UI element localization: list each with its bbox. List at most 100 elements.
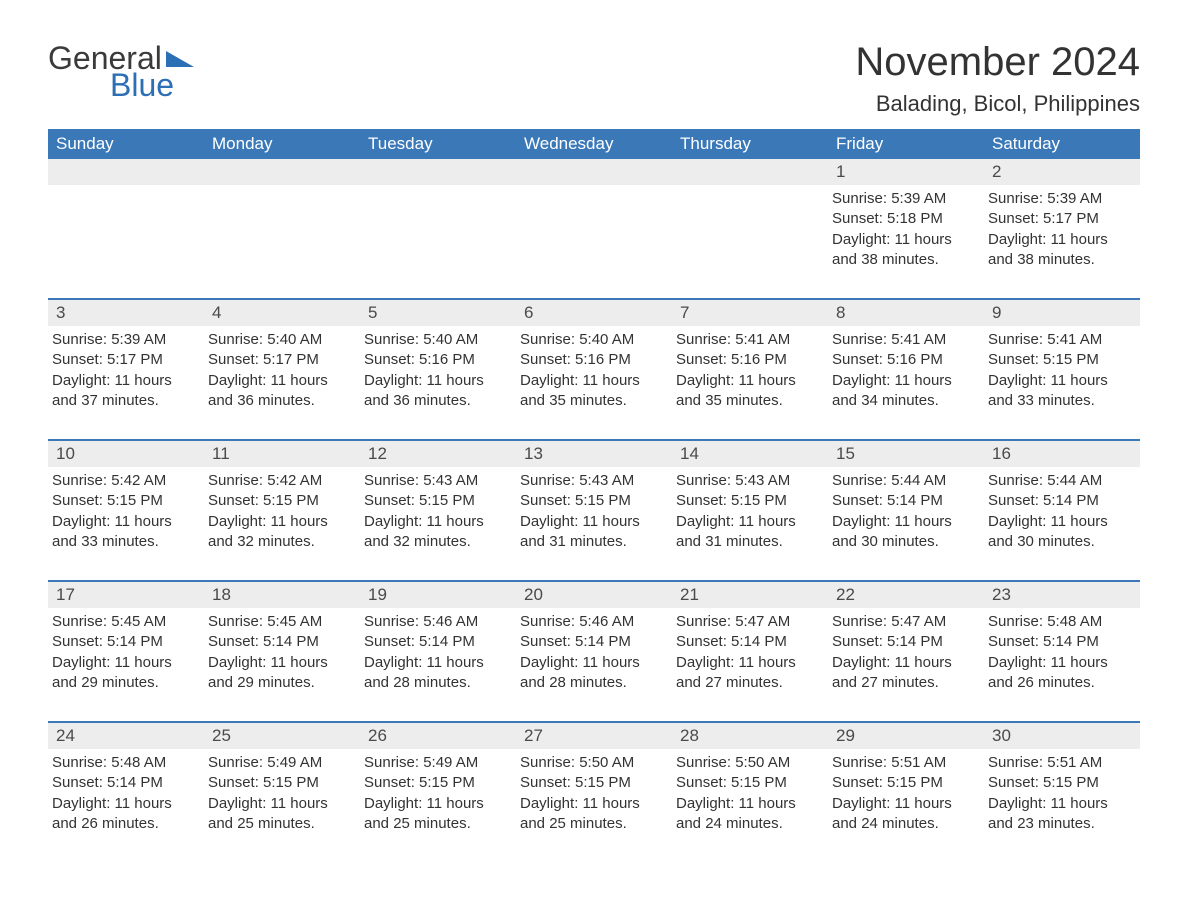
cell-content: Sunrise: 5:39 AMSunset: 5:17 PMDaylight:… <box>48 326 204 415</box>
calendar-cell: 23Sunrise: 5:48 AMSunset: 5:14 PMDayligh… <box>984 582 1140 697</box>
daylight1-text: Daylight: 11 hours <box>988 371 1132 391</box>
sunrise-text: Sunrise: 5:41 AM <box>832 330 976 350</box>
sunrise-text: Sunrise: 5:47 AM <box>832 612 976 632</box>
sunrise-text: Sunrise: 5:49 AM <box>208 753 352 773</box>
cell-content: Sunrise: 5:47 AMSunset: 5:14 PMDaylight:… <box>828 608 984 697</box>
calendar-cell: 2Sunrise: 5:39 AMSunset: 5:17 PMDaylight… <box>984 159 1140 274</box>
daylight2-text: and 32 minutes. <box>208 532 352 552</box>
cell-content: Sunrise: 5:43 AMSunset: 5:15 PMDaylight:… <box>516 467 672 556</box>
logo-text-blue: Blue <box>110 67 174 104</box>
sunset-text: Sunset: 5:14 PM <box>988 491 1132 511</box>
daylight2-text: and 24 minutes. <box>832 814 976 834</box>
day-number-empty <box>204 159 360 185</box>
sunset-text: Sunset: 5:17 PM <box>988 209 1132 229</box>
cell-content: Sunrise: 5:39 AMSunset: 5:17 PMDaylight:… <box>984 185 1140 274</box>
daylight2-text: and 23 minutes. <box>988 814 1132 834</box>
daylight1-text: Daylight: 11 hours <box>364 794 508 814</box>
sunset-text: Sunset: 5:15 PM <box>520 773 664 793</box>
calendar-week: 24Sunrise: 5:48 AMSunset: 5:14 PMDayligh… <box>48 721 1140 838</box>
daylight1-text: Daylight: 11 hours <box>988 653 1132 673</box>
sunrise-text: Sunrise: 5:48 AM <box>52 753 196 773</box>
daylight2-text: and 26 minutes. <box>52 814 196 834</box>
daylight1-text: Daylight: 11 hours <box>364 653 508 673</box>
daylight2-text: and 36 minutes. <box>364 391 508 411</box>
daylight2-text: and 36 minutes. <box>208 391 352 411</box>
daylight1-text: Daylight: 11 hours <box>676 512 820 532</box>
day-number: 8 <box>828 300 984 326</box>
sunrise-text: Sunrise: 5:50 AM <box>520 753 664 773</box>
day-number: 22 <box>828 582 984 608</box>
sunset-text: Sunset: 5:14 PM <box>520 632 664 652</box>
day-number: 7 <box>672 300 828 326</box>
cell-content: Sunrise: 5:49 AMSunset: 5:15 PMDaylight:… <box>204 749 360 838</box>
calendar-cell: 19Sunrise: 5:46 AMSunset: 5:14 PMDayligh… <box>360 582 516 697</box>
daylight1-text: Daylight: 11 hours <box>676 653 820 673</box>
sunrise-text: Sunrise: 5:40 AM <box>520 330 664 350</box>
cell-content: Sunrise: 5:48 AMSunset: 5:14 PMDaylight:… <box>984 608 1140 697</box>
sunrise-text: Sunrise: 5:39 AM <box>52 330 196 350</box>
day-number: 17 <box>48 582 204 608</box>
cell-content: Sunrise: 5:49 AMSunset: 5:15 PMDaylight:… <box>360 749 516 838</box>
cell-content: Sunrise: 5:42 AMSunset: 5:15 PMDaylight:… <box>204 467 360 556</box>
daylight1-text: Daylight: 11 hours <box>208 794 352 814</box>
daylight2-text: and 34 minutes. <box>832 391 976 411</box>
sunrise-text: Sunrise: 5:39 AM <box>988 189 1132 209</box>
day-number: 16 <box>984 441 1140 467</box>
sunset-text: Sunset: 5:15 PM <box>364 773 508 793</box>
sunrise-text: Sunrise: 5:44 AM <box>832 471 976 491</box>
day-number: 25 <box>204 723 360 749</box>
daylight1-text: Daylight: 11 hours <box>520 371 664 391</box>
calendar-cell: 15Sunrise: 5:44 AMSunset: 5:14 PMDayligh… <box>828 441 984 556</box>
cell-content: Sunrise: 5:45 AMSunset: 5:14 PMDaylight:… <box>204 608 360 697</box>
sunset-text: Sunset: 5:15 PM <box>832 773 976 793</box>
calendar-cell: 7Sunrise: 5:41 AMSunset: 5:16 PMDaylight… <box>672 300 828 415</box>
sunrise-text: Sunrise: 5:42 AM <box>52 471 196 491</box>
calendar-cell: 16Sunrise: 5:44 AMSunset: 5:14 PMDayligh… <box>984 441 1140 556</box>
cell-content: Sunrise: 5:51 AMSunset: 5:15 PMDaylight:… <box>828 749 984 838</box>
day-number: 30 <box>984 723 1140 749</box>
sunset-text: Sunset: 5:14 PM <box>364 632 508 652</box>
daylight2-text: and 25 minutes. <box>520 814 664 834</box>
sunset-text: Sunset: 5:14 PM <box>676 632 820 652</box>
cell-content: Sunrise: 5:41 AMSunset: 5:16 PMDaylight:… <box>672 326 828 415</box>
sunset-text: Sunset: 5:17 PM <box>52 350 196 370</box>
daylight1-text: Daylight: 11 hours <box>676 371 820 391</box>
daylight1-text: Daylight: 11 hours <box>676 794 820 814</box>
daylight1-text: Daylight: 11 hours <box>52 512 196 532</box>
daylight2-text: and 24 minutes. <box>676 814 820 834</box>
cell-content: Sunrise: 5:46 AMSunset: 5:14 PMDaylight:… <box>360 608 516 697</box>
day-number: 12 <box>360 441 516 467</box>
day-number-empty <box>672 159 828 185</box>
sunset-text: Sunset: 5:16 PM <box>364 350 508 370</box>
daylight1-text: Daylight: 11 hours <box>52 371 196 391</box>
calendar-cell: 10Sunrise: 5:42 AMSunset: 5:15 PMDayligh… <box>48 441 204 556</box>
cell-content: Sunrise: 5:43 AMSunset: 5:15 PMDaylight:… <box>672 467 828 556</box>
sunset-text: Sunset: 5:17 PM <box>208 350 352 370</box>
daylight1-text: Daylight: 11 hours <box>832 512 976 532</box>
cell-content: Sunrise: 5:40 AMSunset: 5:16 PMDaylight:… <box>360 326 516 415</box>
daylight2-text: and 38 minutes. <box>832 250 976 270</box>
cell-content: Sunrise: 5:40 AMSunset: 5:16 PMDaylight:… <box>516 326 672 415</box>
sunrise-text: Sunrise: 5:46 AM <box>364 612 508 632</box>
calendar-week: 10Sunrise: 5:42 AMSunset: 5:15 PMDayligh… <box>48 439 1140 556</box>
daylight1-text: Daylight: 11 hours <box>988 512 1132 532</box>
sunrise-text: Sunrise: 5:43 AM <box>520 471 664 491</box>
day-number: 15 <box>828 441 984 467</box>
logo-triangle-icon <box>166 51 194 67</box>
cell-content: Sunrise: 5:50 AMSunset: 5:15 PMDaylight:… <box>672 749 828 838</box>
day-number: 13 <box>516 441 672 467</box>
weeks-container: 1Sunrise: 5:39 AMSunset: 5:18 PMDaylight… <box>48 159 1140 838</box>
calendar-cell: 6Sunrise: 5:40 AMSunset: 5:16 PMDaylight… <box>516 300 672 415</box>
cell-content: Sunrise: 5:41 AMSunset: 5:16 PMDaylight:… <box>828 326 984 415</box>
cell-content: Sunrise: 5:44 AMSunset: 5:14 PMDaylight:… <box>984 467 1140 556</box>
daylight2-text: and 30 minutes. <box>832 532 976 552</box>
cell-content: Sunrise: 5:48 AMSunset: 5:14 PMDaylight:… <box>48 749 204 838</box>
sunrise-text: Sunrise: 5:42 AM <box>208 471 352 491</box>
daylight2-text: and 35 minutes. <box>520 391 664 411</box>
daylight2-text: and 27 minutes. <box>832 673 976 693</box>
sunrise-text: Sunrise: 5:50 AM <box>676 753 820 773</box>
sunset-text: Sunset: 5:15 PM <box>208 491 352 511</box>
daylight2-text: and 31 minutes. <box>520 532 664 552</box>
daylight2-text: and 28 minutes. <box>364 673 508 693</box>
day-header-row: Sunday Monday Tuesday Wednesday Thursday… <box>48 129 1140 159</box>
